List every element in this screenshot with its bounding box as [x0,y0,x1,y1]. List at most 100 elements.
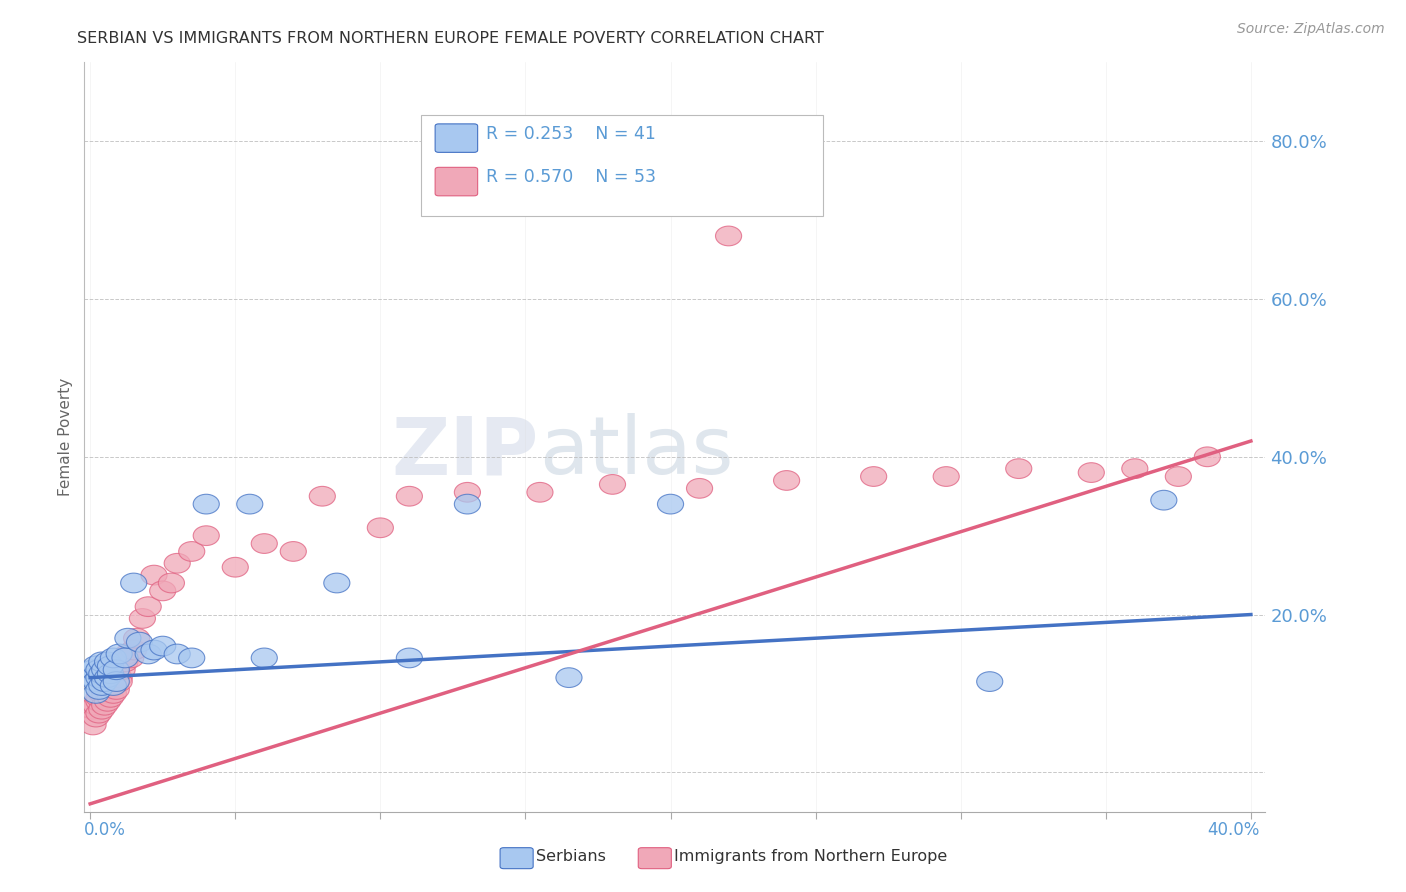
Ellipse shape [112,648,138,668]
Ellipse shape [165,644,190,664]
Ellipse shape [97,664,124,683]
Ellipse shape [94,691,121,711]
Ellipse shape [396,486,422,506]
Text: atlas: atlas [538,413,734,491]
Ellipse shape [1005,458,1032,478]
Ellipse shape [86,680,112,699]
Ellipse shape [91,660,118,680]
Ellipse shape [149,581,176,600]
FancyBboxPatch shape [638,847,671,869]
Ellipse shape [309,486,336,506]
Ellipse shape [97,688,124,707]
Ellipse shape [100,648,127,668]
Ellipse shape [716,226,741,246]
FancyBboxPatch shape [434,168,478,196]
Ellipse shape [193,494,219,514]
Ellipse shape [112,652,138,672]
Ellipse shape [1122,458,1147,478]
Ellipse shape [83,683,110,703]
Ellipse shape [135,597,162,616]
Ellipse shape [80,715,105,735]
Text: Immigrants from Northern Europe: Immigrants from Northern Europe [673,849,948,864]
Ellipse shape [323,574,350,593]
Ellipse shape [367,518,394,538]
Ellipse shape [179,541,205,561]
Ellipse shape [94,680,121,699]
Ellipse shape [86,688,112,707]
Ellipse shape [1166,467,1191,486]
Ellipse shape [179,648,205,668]
Ellipse shape [86,703,112,723]
Ellipse shape [86,660,112,680]
Ellipse shape [115,628,141,648]
Text: SERBIAN VS IMMIGRANTS FROM NORTHERN EUROPE FEMALE POVERTY CORRELATION CHART: SERBIAN VS IMMIGRANTS FROM NORTHERN EURO… [77,31,824,46]
Ellipse shape [89,683,115,703]
Ellipse shape [193,525,219,546]
Ellipse shape [934,467,959,486]
Ellipse shape [165,553,190,574]
Text: ZIP: ZIP [392,413,538,491]
Ellipse shape [83,656,110,675]
FancyBboxPatch shape [501,847,533,869]
Ellipse shape [80,668,105,688]
Ellipse shape [83,672,110,691]
Ellipse shape [103,660,129,680]
Ellipse shape [110,660,135,680]
Ellipse shape [91,683,118,703]
Ellipse shape [100,675,127,696]
Ellipse shape [773,471,800,491]
Ellipse shape [86,691,112,711]
Text: R = 0.570    N = 53: R = 0.570 N = 53 [486,168,657,186]
Ellipse shape [280,541,307,561]
Ellipse shape [141,566,167,585]
Ellipse shape [129,608,156,628]
Ellipse shape [159,574,184,593]
Ellipse shape [454,483,481,502]
Y-axis label: Female Poverty: Female Poverty [58,378,73,496]
Text: 40.0%: 40.0% [1208,822,1260,839]
Ellipse shape [89,699,115,719]
Ellipse shape [91,672,118,691]
Text: Source: ZipAtlas.com: Source: ZipAtlas.com [1237,22,1385,37]
Ellipse shape [86,668,112,688]
Ellipse shape [118,648,143,668]
Ellipse shape [94,652,121,672]
Ellipse shape [454,494,481,514]
Ellipse shape [396,648,422,668]
Ellipse shape [100,672,127,691]
Ellipse shape [1150,491,1177,510]
Ellipse shape [555,668,582,688]
Ellipse shape [222,558,249,577]
Ellipse shape [149,636,176,656]
Ellipse shape [100,683,127,703]
Ellipse shape [121,640,146,660]
Ellipse shape [97,675,124,696]
Ellipse shape [141,640,167,660]
Ellipse shape [252,648,277,668]
Ellipse shape [599,475,626,494]
Ellipse shape [127,632,153,652]
FancyBboxPatch shape [434,124,478,153]
Ellipse shape [80,699,105,719]
Ellipse shape [89,664,115,683]
Ellipse shape [89,652,115,672]
Ellipse shape [977,672,1002,691]
Text: Serbians: Serbians [536,849,606,864]
Ellipse shape [94,668,121,688]
Ellipse shape [1194,447,1220,467]
Ellipse shape [83,707,110,727]
Ellipse shape [103,680,129,699]
Ellipse shape [97,656,124,675]
Ellipse shape [1078,463,1104,483]
FancyBboxPatch shape [420,115,823,216]
Ellipse shape [121,574,146,593]
Ellipse shape [135,644,162,664]
Ellipse shape [686,478,713,499]
Ellipse shape [105,672,132,691]
Ellipse shape [105,668,132,688]
Ellipse shape [83,696,110,715]
Ellipse shape [527,483,553,502]
Ellipse shape [91,696,118,715]
Ellipse shape [105,644,132,664]
Ellipse shape [860,467,887,486]
